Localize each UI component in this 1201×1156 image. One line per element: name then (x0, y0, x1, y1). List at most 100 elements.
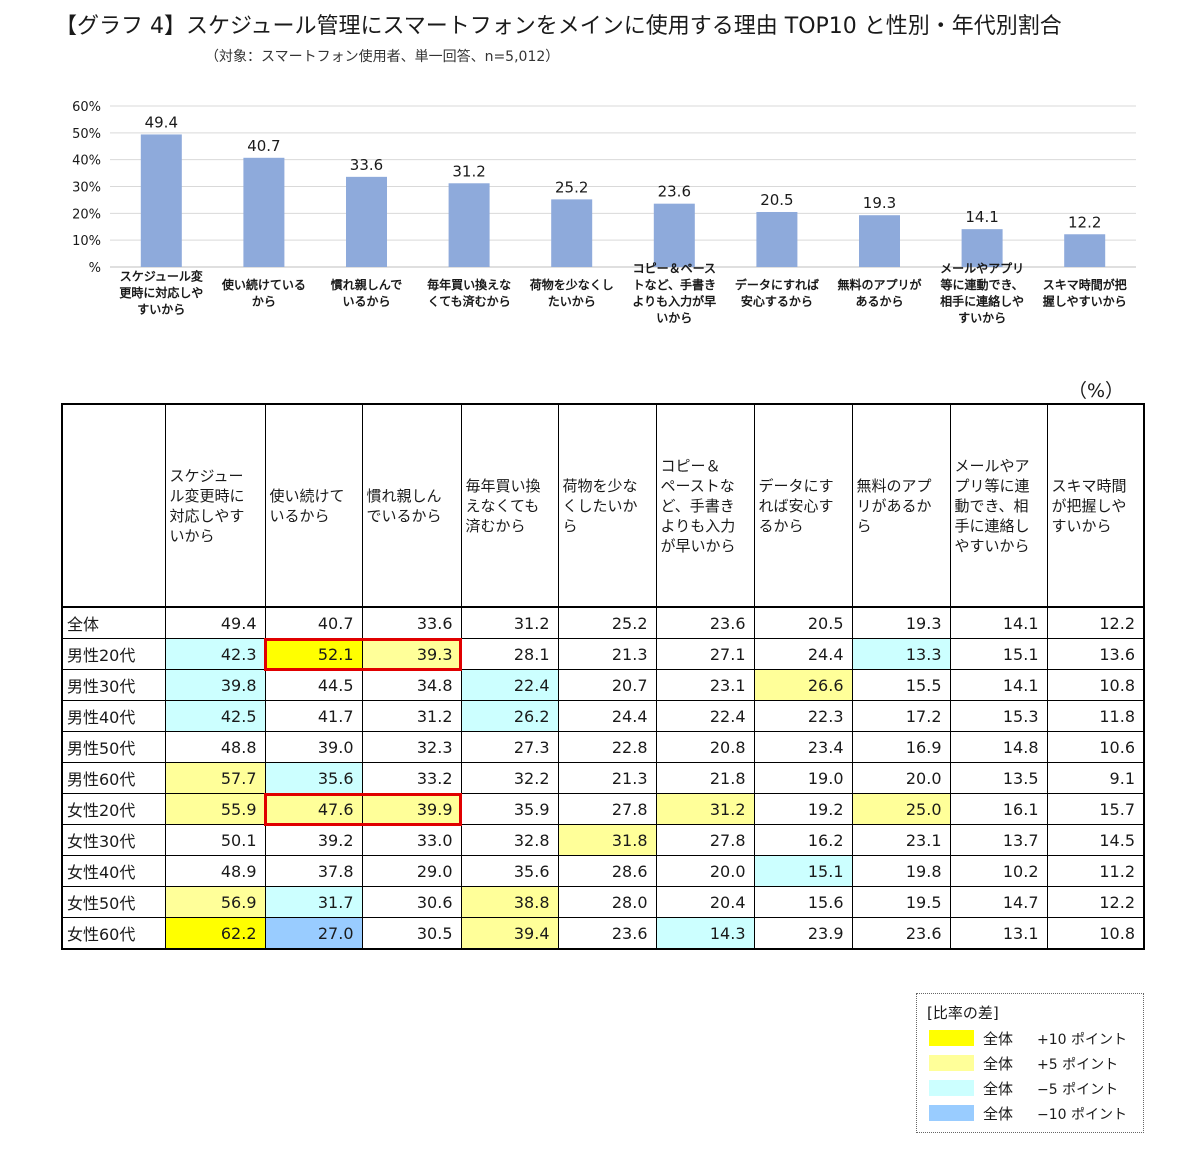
legend-diff-label: −10 ポイント (1037, 1107, 1127, 1123)
x-tick-label-line: トなど、手書き (633, 277, 716, 292)
table-corner-cell (61, 403, 166, 608)
column-header-line: 毎年買い換 (465, 476, 541, 495)
bar (243, 157, 285, 267)
table-cell: 20.8 (655, 731, 755, 763)
table-cell: 23.4 (753, 731, 853, 763)
column-header-line: いから (169, 526, 215, 545)
table-cell: 26.2 (460, 700, 559, 732)
page-subtitle: （対象：スマートフォン使用者、単一回答、n=5,012） (205, 49, 560, 65)
table-cell: 15.6 (753, 886, 853, 918)
row-label: 男性60代 (61, 762, 166, 794)
column-header-line: すいから (1051, 516, 1112, 535)
y-tick-label: 10% (72, 234, 101, 249)
column-header-line: 動でき、相 (954, 496, 1029, 515)
table-cell: 20.5 (753, 606, 853, 639)
table-cell: 31.2 (460, 606, 559, 639)
table-cell: 24.4 (753, 638, 853, 670)
column-header: データにす れば安心す るから (753, 403, 853, 608)
table-cell: 9.1 (1046, 762, 1145, 794)
bar (756, 211, 798, 267)
table-cell: 55.9 (164, 793, 266, 825)
legend-group-label: 全体 (983, 1055, 1014, 1073)
table-cell: 39.4 (460, 917, 559, 950)
table-unit-label: （%） (1068, 380, 1125, 402)
bar-value-label: 33.6 (350, 156, 383, 174)
table-cell: 34.8 (361, 669, 462, 701)
table-cell: 23.6 (851, 917, 951, 950)
table-cell: 23.1 (655, 669, 755, 701)
row-label: 男性30代 (61, 669, 166, 701)
table-cell: 33.2 (361, 762, 462, 794)
legend-item: 全体 −10 ポイント (929, 1103, 1139, 1123)
legend-swatch (929, 1105, 974, 1121)
x-tick-label-line: データにすれば (735, 277, 819, 292)
table-cell: 39.9 (361, 793, 462, 825)
table-cell: 22.4 (655, 700, 755, 732)
column-header-line: 済むから (465, 516, 526, 535)
x-tick-label: 毎年買い換えなくても済むから (427, 277, 511, 309)
x-tick-label-line: メールやアプリ (940, 260, 1024, 275)
x-tick-label-line: すいから (958, 311, 1006, 325)
table-row: 男性20代 42.3 52.1 39.3 28.1 21.3 27.1 24.4 13.3 15.… (61, 638, 1145, 670)
column-header-line: やすいから (954, 536, 1030, 555)
table-cell: 27.3 (460, 731, 559, 763)
table-cell: 21.3 (557, 638, 657, 670)
column-header-line: でいるから (366, 506, 442, 525)
row-label: 女性60代 (61, 917, 166, 950)
x-tick-label-line: 更時に対応しや (119, 285, 203, 300)
column-header-line: スキマ時間 (1051, 476, 1127, 495)
table-cell: 29.0 (361, 855, 462, 887)
table-cell: 20.0 (655, 855, 755, 887)
bar-value-labels: 49.4 40.7 33.6 31.2 25.2 23.6 20.5 19.3 14.1 12.2 (145, 113, 1102, 231)
table-cell: 44.5 (264, 669, 363, 701)
column-header-line: 使い続けて (269, 486, 345, 505)
page-title: 【グラフ 4】スケジュール管理にスマートフォンをメインに使用する理由 TOP10… (55, 14, 1062, 39)
table-cell: 39.8 (164, 669, 266, 701)
table-cell: 19.2 (753, 793, 853, 825)
table-cell: 39.3 (361, 638, 462, 670)
legend-diff-label: +5 ポイント (1037, 1057, 1119, 1073)
table-cell: 40.7 (264, 606, 363, 639)
table-cell: 35.6 (460, 855, 559, 887)
x-tick-label-line: スキマ時間が把 (1043, 277, 1127, 292)
table-cell: 22.4 (460, 669, 559, 701)
row-label: 男性40代 (61, 700, 166, 732)
table-cell: 27.1 (655, 638, 755, 670)
column-header-line: よりも入力 (660, 516, 736, 535)
table-row: 女性50代 56.9 31.7 30.6 38.8 28.0 20.4 15.6 19.5 14.… (61, 886, 1145, 918)
x-tick-label-line: 無料のアプリが (837, 277, 921, 292)
bar-value-label: 31.2 (452, 162, 485, 180)
bar-value-label: 20.5 (760, 191, 793, 209)
column-header-line: 慣れ親しん (366, 486, 442, 505)
legend-swatch (929, 1080, 974, 1096)
column-header-line: ら (856, 516, 872, 535)
column-header-line: ペーストな (660, 476, 735, 495)
column-header: 使い続けて いるから (264, 403, 363, 608)
table-cell: 15.5 (851, 669, 951, 701)
table-cell: 23.6 (655, 606, 755, 639)
x-tick-label: コピー＆ペーストなど、手書きよりも入力が早いから (632, 261, 716, 325)
table-cell: 31.8 (557, 824, 657, 856)
row-label: 男性20代 (61, 638, 166, 670)
table-cell: 11.2 (1046, 855, 1145, 887)
x-tick-label: スケジュール変更時に対応しやすいから (119, 269, 204, 317)
table-cell: 10.2 (949, 855, 1048, 887)
column-header-line: えなくても (465, 496, 540, 515)
table-row: 男性40代 42.5 41.7 31.2 26.2 24.4 22.4 22.3 17.2 15.… (61, 700, 1145, 732)
table-cell: 42.3 (164, 638, 266, 670)
bar (653, 203, 695, 267)
y-tick-label: 50% (72, 127, 101, 142)
table-cell: 12.2 (1046, 606, 1145, 639)
bar (859, 215, 900, 267)
table-cell: 13.1 (949, 917, 1048, 950)
table-row: 男性50代 48.8 39.0 32.3 27.3 22.8 20.8 23.4 16.9 14.… (61, 731, 1145, 763)
column-header-line: が早いから (660, 536, 736, 555)
row-label: 男性50代 (61, 731, 166, 763)
table-cell: 14.8 (949, 731, 1048, 763)
table-cell: 37.8 (264, 855, 363, 887)
table-cell: 20.4 (655, 886, 755, 918)
table-cell: 48.9 (164, 855, 266, 887)
column-header-line: 手に連絡し (954, 516, 1030, 535)
table-cell: 62.2 (164, 917, 266, 950)
table-cell: 14.1 (949, 606, 1048, 639)
